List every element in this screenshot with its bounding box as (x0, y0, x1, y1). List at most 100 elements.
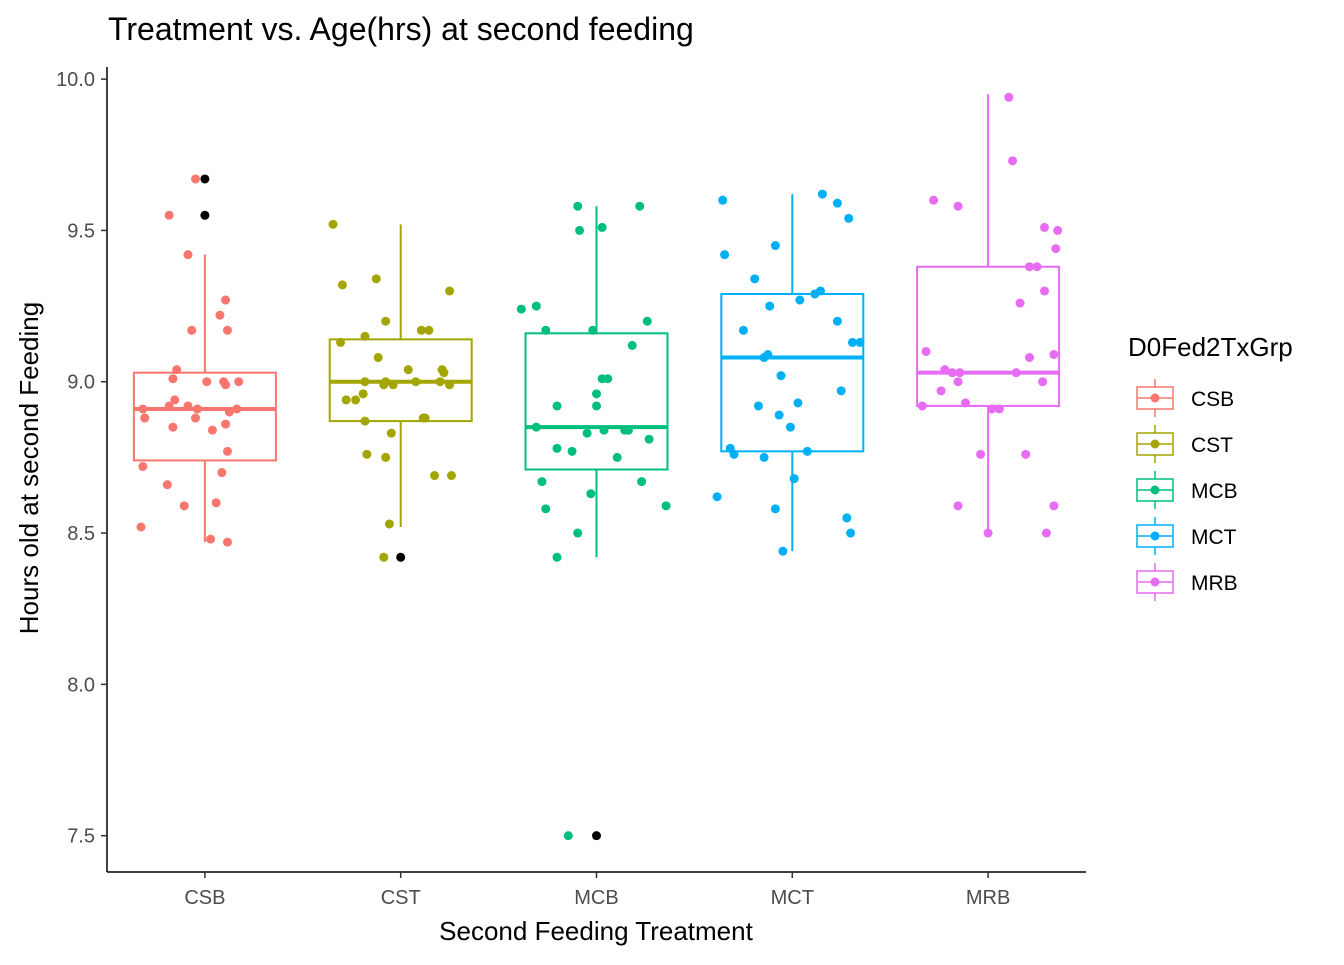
data-point (552, 401, 562, 411)
data-point (541, 504, 551, 514)
data-point (642, 316, 652, 326)
legend-label: CSB (1191, 388, 1234, 411)
data-point (620, 425, 630, 435)
series-csb (132, 174, 277, 547)
x-tick-label: CST (381, 887, 421, 909)
series-mrb (916, 92, 1063, 538)
data-point (384, 519, 394, 529)
legend-item-cst: CST (1136, 425, 1233, 463)
data-point (232, 404, 242, 414)
data-point (567, 446, 577, 456)
data-point (1049, 501, 1059, 511)
data-point (138, 404, 148, 414)
data-point (531, 422, 541, 432)
data-point (765, 301, 775, 311)
data-point (842, 513, 852, 523)
x-tick-label: MCB (574, 887, 618, 909)
data-point (360, 331, 370, 341)
data-point (644, 434, 654, 444)
data-point (573, 528, 583, 538)
data-point (516, 304, 526, 314)
data-point (720, 250, 730, 260)
legend-key-point (1150, 393, 1160, 403)
data-point (712, 492, 722, 502)
data-point (215, 310, 225, 320)
outlier-point (396, 552, 406, 562)
data-point (234, 377, 244, 387)
data-point (759, 353, 769, 363)
box (524, 332, 669, 471)
data-point (552, 443, 562, 453)
data-point (627, 340, 637, 350)
data-point (929, 195, 939, 205)
y-tick-label: 9.0 (67, 372, 95, 394)
legend-label: MCT (1191, 526, 1237, 549)
data-point (1024, 353, 1034, 363)
plot-area (132, 92, 1063, 841)
x-tick-label: MRB (966, 887, 1010, 909)
data-point (191, 413, 200, 423)
legend-item-mcb: MCB (1136, 471, 1238, 509)
x-axis-title: Second Feeding Treatment (439, 916, 753, 946)
data-point (221, 380, 231, 390)
chart-title: Treatment vs. Age(hrs) at second feeding (108, 11, 694, 47)
data-point (1032, 262, 1042, 272)
data-point (381, 316, 391, 326)
data-point (582, 428, 592, 438)
data-point (211, 498, 221, 508)
data-point (817, 189, 827, 199)
data-point (603, 374, 613, 384)
data-point (217, 468, 227, 478)
data-point (810, 289, 820, 299)
data-point (336, 337, 346, 347)
legend-item-mct: MCT (1136, 517, 1237, 555)
outlier-point (200, 174, 210, 184)
data-point (381, 377, 391, 387)
data-point (955, 368, 965, 378)
y-axis-ticks: 7.5 8.0 8.5 9.0 9.5 10.0 (56, 69, 107, 848)
data-point (776, 371, 786, 381)
data-point (994, 404, 1004, 414)
data-point (750, 274, 760, 284)
legend-title: D0Fed2TxGrp (1128, 332, 1293, 362)
data-point (337, 280, 347, 290)
data-point (411, 377, 421, 387)
data-point (379, 552, 389, 562)
data-point (537, 477, 547, 487)
data-point (953, 377, 963, 387)
data-point (416, 325, 426, 335)
data-point (774, 410, 784, 420)
data-point (187, 325, 197, 335)
data-point (403, 365, 413, 375)
data-point (172, 365, 182, 375)
data-point (420, 413, 430, 423)
series-mcb (516, 201, 671, 841)
data-point (140, 413, 150, 423)
data-point (738, 325, 748, 335)
data-point (388, 380, 398, 390)
data-point (597, 222, 607, 232)
legend-key-point (1150, 577, 1160, 587)
data-point (637, 477, 647, 487)
y-tick-label: 8.5 (67, 523, 95, 545)
data-point (855, 337, 865, 347)
data-point (921, 346, 931, 356)
series-mct (712, 189, 865, 556)
data-point (224, 407, 234, 417)
data-point (836, 386, 846, 396)
data-point (961, 398, 971, 408)
y-axis-title: Hours old at second Feeding (14, 302, 44, 634)
y-tick-label: 8.0 (67, 674, 95, 696)
legend-item-csb: CSB (1136, 379, 1234, 417)
data-point (976, 449, 986, 459)
data-point (373, 353, 383, 363)
y-tick-label: 7.5 (67, 826, 95, 848)
data-point (1021, 449, 1031, 459)
data-point (1040, 222, 1049, 232)
legend-key-point (1150, 531, 1160, 541)
data-point (222, 446, 232, 456)
data-point (1004, 92, 1014, 102)
data-point (987, 404, 997, 414)
